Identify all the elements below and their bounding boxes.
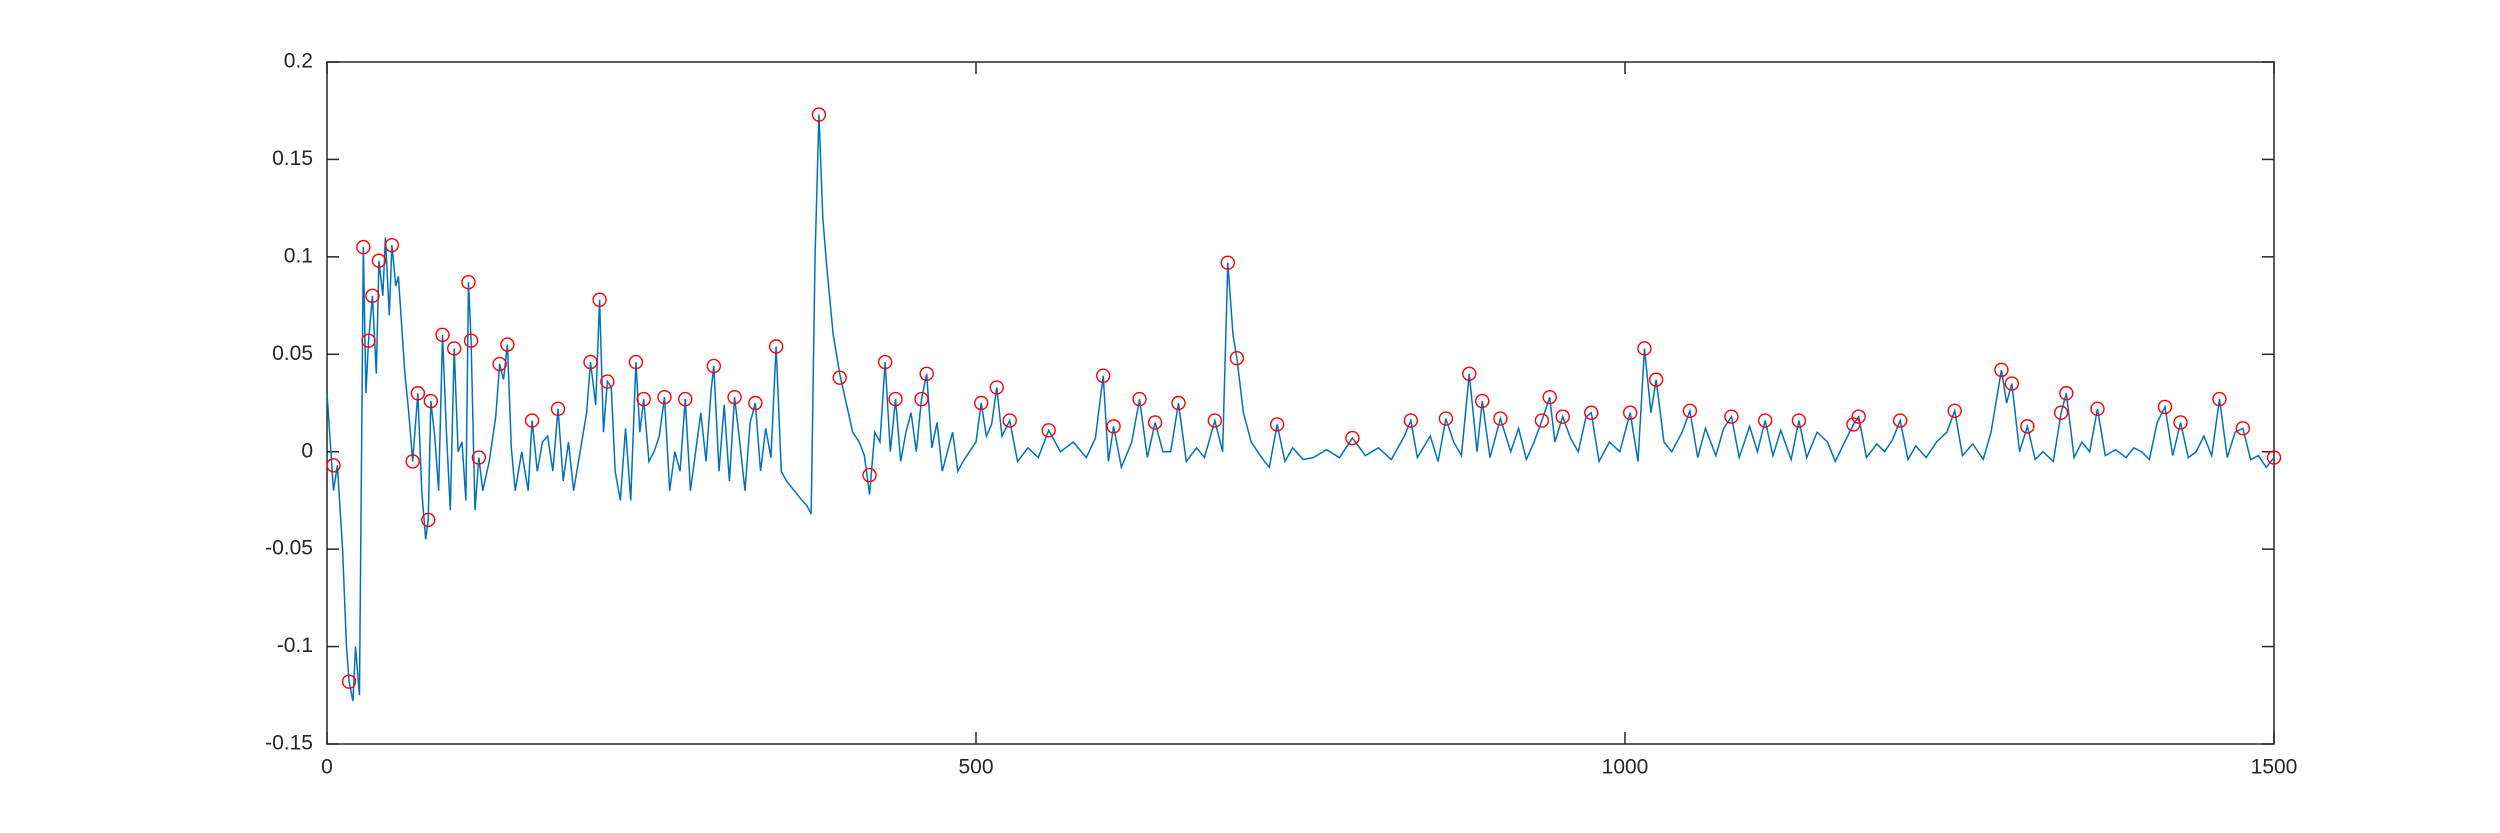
peak-marker	[706, 358, 722, 374]
peak-marker	[2173, 415, 2188, 430]
peak-marker	[832, 370, 847, 385]
y-tick-label: -0.15	[265, 732, 313, 755]
x-tick-label: 0	[321, 756, 333, 779]
peak-marker	[1438, 411, 1454, 426]
peak-marker	[500, 337, 515, 352]
peak-marker	[1132, 391, 1147, 407]
peak-marker	[1757, 413, 1773, 428]
peak-marker	[550, 401, 566, 417]
peak-marker	[1724, 409, 1739, 424]
peak-marker	[1493, 411, 1508, 426]
peak-marker	[657, 389, 672, 405]
peak-marker	[973, 395, 989, 411]
peak-marker	[356, 239, 371, 255]
peak-marker	[914, 391, 929, 407]
y-tick-label: 0	[301, 439, 313, 462]
peak-marker	[447, 341, 462, 356]
y-tick-label: 0.2	[284, 50, 313, 73]
peak-marker	[2053, 405, 2069, 420]
peak-marker	[1534, 413, 1550, 428]
peak-marker	[1791, 413, 1807, 428]
peak-marker	[1542, 389, 1557, 405]
peak-marker	[492, 356, 507, 372]
peak-marker	[341, 674, 357, 689]
y-tick-label: -0.05	[265, 537, 313, 560]
peak-marker	[1648, 372, 1664, 387]
peak-marker	[2266, 450, 2282, 465]
peak-marker	[421, 512, 436, 528]
peak-marker	[1106, 419, 1121, 434]
peak-marker	[384, 237, 400, 253]
peak-marker	[1555, 409, 1570, 424]
peak-marker	[1041, 423, 1056, 438]
peak-marker	[1994, 362, 2009, 378]
peak-marker	[636, 391, 651, 407]
peak-marker	[1345, 430, 1360, 446]
peak-marker	[748, 395, 763, 411]
peak-marker	[768, 339, 784, 354]
peak-marker	[1096, 368, 1111, 383]
peak-marker	[2020, 419, 2035, 434]
x-tick-label: 500	[958, 756, 993, 779]
peak-marker	[524, 413, 540, 428]
peak-marker	[2004, 376, 2020, 391]
peak-marker	[583, 354, 598, 370]
peak-marker	[1229, 350, 1245, 366]
peak-marker	[471, 450, 487, 465]
peak-marker	[2059, 386, 2074, 401]
peak-marker	[1220, 255, 1236, 270]
y-tick-label: 0.15	[272, 147, 313, 170]
peak-marker	[1269, 417, 1285, 432]
plot-box	[326, 61, 2275, 745]
peak-marker	[1584, 405, 1599, 420]
peak-marker	[1846, 417, 1861, 432]
peak-marker	[877, 354, 893, 370]
peak-marker	[628, 354, 644, 370]
y-tick-label: -0.1	[277, 634, 313, 657]
peak-marker	[1892, 413, 1908, 428]
peak-marker	[410, 386, 426, 401]
peak-marker	[1147, 415, 1163, 430]
peak-marker	[423, 393, 439, 409]
peak-marker	[862, 467, 877, 483]
peak-marker	[678, 391, 693, 407]
peak-marker	[405, 454, 420, 469]
peak-marker	[2212, 391, 2227, 407]
peak-marker	[2235, 421, 2251, 436]
peak-marker	[1403, 413, 1419, 428]
peak-marker	[727, 389, 742, 405]
y-tick-label: 0.1	[284, 244, 313, 267]
peak-marker	[1851, 409, 1866, 424]
peak-marker	[592, 292, 607, 307]
peak-marker	[989, 380, 1004, 395]
peak-marker	[365, 288, 380, 304]
peak-marker	[1171, 395, 1186, 411]
peak-marker	[1682, 403, 1698, 418]
peak-marker	[600, 374, 615, 389]
peak-marker	[463, 333, 479, 348]
peak-marker	[811, 107, 827, 122]
peak-marker	[2157, 399, 2173, 415]
peak-marker	[1637, 341, 1652, 356]
y-tick-label: 0.05	[272, 342, 313, 365]
x-tick-label: 1000	[1602, 756, 1649, 779]
peak-marker	[2090, 401, 2105, 417]
peak-marker	[1947, 403, 1962, 418]
peak-marker	[1475, 393, 1490, 409]
peak-marker	[326, 458, 341, 473]
x-tick-label: 1500	[2251, 756, 2298, 779]
peak-marker	[461, 274, 476, 290]
peak-marker	[919, 366, 934, 381]
peak-marker	[888, 391, 903, 407]
peak-marker	[371, 253, 387, 268]
peak-marker	[1207, 413, 1223, 428]
peak-marker	[1002, 413, 1017, 428]
peak-marker	[1462, 366, 1477, 381]
peak-marker	[435, 327, 450, 342]
peak-marker	[361, 333, 376, 348]
peak-marker	[1622, 405, 1638, 420]
signal-line	[326, 114, 2275, 702]
